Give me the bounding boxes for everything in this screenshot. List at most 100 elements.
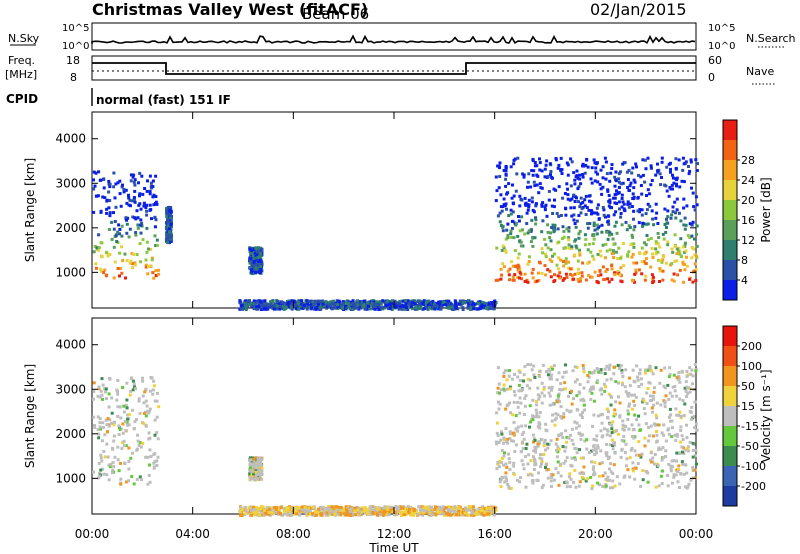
data-cell: [305, 511, 309, 515]
data-cell: [374, 305, 378, 308]
data-cell: [446, 508, 450, 512]
data-cell: [688, 387, 692, 391]
data-cell: [153, 452, 157, 456]
data-cell: [567, 436, 571, 440]
data-cell: [509, 208, 513, 212]
data-cell: [675, 451, 679, 455]
data-cell: [348, 307, 352, 311]
data-cell: [504, 169, 508, 173]
data-cell: [454, 306, 458, 309]
data-cell: [109, 462, 113, 466]
data-cell: [654, 242, 658, 246]
y-tick-label: 1000: [55, 265, 86, 279]
data-cell: [523, 232, 527, 236]
data-cell: [546, 230, 550, 234]
data-cell: [670, 278, 674, 282]
data-cell: [657, 448, 660, 452]
data-cell: [253, 508, 257, 511]
data-cell: [322, 304, 326, 308]
data-cell: [578, 383, 582, 386]
data-cell: [470, 305, 473, 309]
data-cell: [537, 415, 541, 419]
data-cell: [277, 302, 281, 306]
data-cell: [671, 385, 675, 389]
data-cell: [364, 301, 368, 305]
data-cell: [327, 511, 331, 515]
data-cell: [544, 463, 548, 467]
data-cell: [595, 380, 599, 384]
data-cell: [574, 225, 578, 229]
data-cell: [504, 427, 508, 431]
data-cell: [557, 214, 561, 218]
data-cell: [620, 223, 624, 227]
data-cell: [257, 513, 261, 517]
data-cell: [276, 300, 279, 303]
data-cell: [349, 510, 353, 514]
data-cell: [127, 235, 131, 239]
data-cell: [379, 513, 383, 517]
data-cell: [560, 432, 564, 436]
data-cell: [678, 486, 681, 489]
nave-tick-top: 60: [708, 54, 722, 67]
data-cell: [694, 369, 698, 373]
data-cell: [339, 509, 343, 513]
data-cell: [608, 467, 611, 471]
data-cell: [531, 276, 535, 280]
data-cell: [139, 445, 143, 449]
data-cell: [284, 303, 287, 307]
data-cell: [299, 302, 303, 306]
data-cell: [250, 469, 254, 473]
data-cell: [628, 202, 632, 206]
data-cell: [605, 172, 609, 176]
data-cell: [472, 509, 476, 513]
data-cell: [606, 189, 610, 193]
data-cell: [626, 186, 630, 189]
data-cell: [263, 509, 267, 512]
data-cell: [574, 485, 578, 489]
data-cell: [123, 420, 127, 423]
data-cell: [421, 302, 425, 306]
data-cell: [119, 204, 123, 208]
colorbar-segment: [723, 180, 737, 201]
data-cell: [512, 390, 516, 393]
data-cell: [142, 412, 146, 415]
data-cell: [253, 251, 257, 255]
data-cell: [130, 475, 134, 478]
data-cell: [538, 161, 542, 165]
data-cell: [540, 486, 544, 490]
data-cell: [142, 201, 146, 205]
data-cell: [369, 506, 373, 510]
data-cell: [591, 242, 595, 246]
data-cell: [665, 217, 668, 221]
data-cell: [94, 262, 98, 266]
data-cell: [659, 447, 663, 451]
data-cell: [691, 374, 695, 378]
data-cell: [252, 248, 256, 251]
data-cell: [260, 262, 264, 266]
data-cell: [544, 243, 548, 247]
data-cell: [254, 475, 258, 479]
data-cell: [148, 448, 152, 452]
data-cell: [626, 394, 630, 398]
data-cell: [469, 300, 473, 304]
data-cell: [650, 460, 654, 464]
data-cell: [344, 505, 348, 509]
data-cell: [670, 247, 674, 251]
data-cell: [376, 513, 380, 517]
data-cell: [149, 247, 153, 251]
data-cell: [669, 469, 673, 473]
data-cell: [151, 179, 155, 183]
data-cell: [167, 223, 171, 227]
data-cell: [654, 485, 658, 489]
data-cell: [506, 483, 510, 486]
data-cell: [428, 508, 431, 512]
data-cell: [523, 280, 527, 283]
freq-label: Freq.: [8, 54, 35, 67]
x-tick-label: 04:00: [175, 527, 210, 541]
data-cell: [592, 234, 596, 238]
data-cell: [282, 507, 286, 511]
data-cell: [568, 410, 572, 414]
data-cell: [686, 445, 690, 449]
data-cell: [518, 276, 521, 280]
data-cell: [522, 373, 526, 377]
